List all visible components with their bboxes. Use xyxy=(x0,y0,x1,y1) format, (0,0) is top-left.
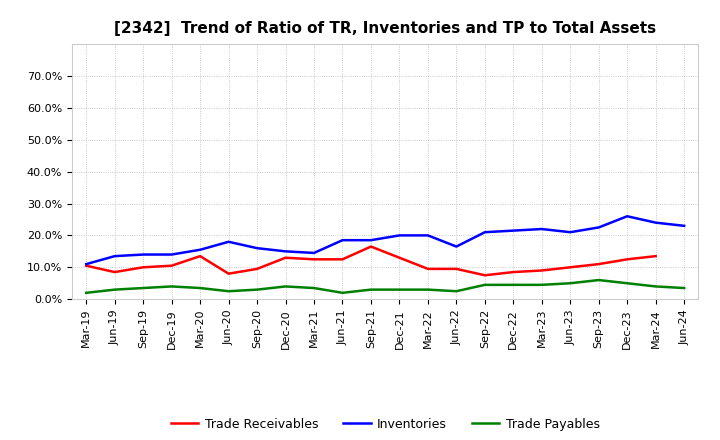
Line: Trade Receivables: Trade Receivables xyxy=(86,246,656,275)
Trade Payables xyxy=(110,287,119,292)
Trade Payables xyxy=(537,282,546,287)
Inventories xyxy=(366,238,375,243)
Trade Receivables xyxy=(566,265,575,270)
Trade Receivables xyxy=(395,255,404,260)
Trade Receivables xyxy=(595,261,603,267)
Inventories xyxy=(167,252,176,257)
Trade Receivables xyxy=(196,253,204,259)
Line: Trade Payables: Trade Payables xyxy=(86,280,684,293)
Inventories xyxy=(566,230,575,235)
Trade Payables xyxy=(509,282,518,287)
Inventories xyxy=(110,253,119,259)
Trade Payables xyxy=(452,289,461,294)
Inventories xyxy=(623,214,631,219)
Trade Payables xyxy=(366,287,375,292)
Trade Receivables xyxy=(139,265,148,270)
Trade Receivables xyxy=(652,253,660,259)
Inventories xyxy=(537,226,546,231)
Trade Receivables xyxy=(167,263,176,268)
Trade Receivables xyxy=(537,268,546,273)
Title: [2342]  Trend of Ratio of TR, Inventories and TP to Total Assets: [2342] Trend of Ratio of TR, Inventories… xyxy=(114,21,656,36)
Trade Receivables xyxy=(338,257,347,262)
Trade Receivables xyxy=(423,266,432,271)
Trade Payables xyxy=(680,286,688,291)
Trade Receivables xyxy=(225,271,233,276)
Trade Receivables xyxy=(623,257,631,262)
Trade Payables xyxy=(338,290,347,296)
Trade Payables xyxy=(652,284,660,289)
Inventories xyxy=(82,261,91,267)
Inventories xyxy=(338,238,347,243)
Trade Payables xyxy=(595,278,603,283)
Inventories xyxy=(253,246,261,251)
Trade Payables xyxy=(253,287,261,292)
Inventories xyxy=(480,230,489,235)
Trade Receivables xyxy=(366,244,375,249)
Trade Payables xyxy=(82,290,91,296)
Inventories xyxy=(680,223,688,228)
Legend: Trade Receivables, Inventories, Trade Payables: Trade Receivables, Inventories, Trade Pa… xyxy=(166,413,605,436)
Trade Receivables xyxy=(452,266,461,271)
Inventories xyxy=(225,239,233,245)
Trade Payables xyxy=(225,289,233,294)
Trade Payables xyxy=(395,287,404,292)
Trade Payables xyxy=(480,282,489,287)
Trade Receivables xyxy=(310,257,318,262)
Trade Payables xyxy=(423,287,432,292)
Trade Payables xyxy=(566,281,575,286)
Inventories xyxy=(652,220,660,225)
Inventories xyxy=(509,228,518,233)
Trade Receivables xyxy=(110,269,119,275)
Trade Payables xyxy=(310,286,318,291)
Inventories xyxy=(139,252,148,257)
Trade Payables xyxy=(139,286,148,291)
Line: Inventories: Inventories xyxy=(86,216,684,264)
Trade Receivables xyxy=(253,266,261,271)
Trade Payables xyxy=(196,286,204,291)
Trade Receivables xyxy=(282,255,290,260)
Trade Receivables xyxy=(82,263,91,268)
Inventories xyxy=(423,233,432,238)
Inventories xyxy=(395,233,404,238)
Trade Payables xyxy=(282,284,290,289)
Trade Payables xyxy=(623,281,631,286)
Inventories xyxy=(452,244,461,249)
Trade Receivables xyxy=(509,269,518,275)
Inventories xyxy=(310,250,318,256)
Inventories xyxy=(196,247,204,253)
Inventories xyxy=(595,225,603,230)
Inventories xyxy=(282,249,290,254)
Trade Payables xyxy=(167,284,176,289)
Trade Receivables xyxy=(480,273,489,278)
